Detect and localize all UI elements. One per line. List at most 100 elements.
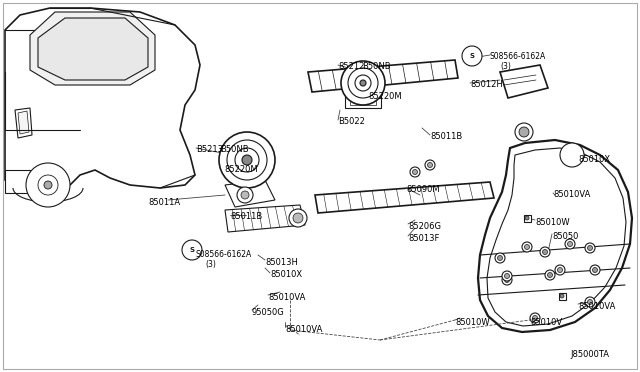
Circle shape bbox=[560, 143, 584, 167]
Circle shape bbox=[237, 187, 253, 203]
Polygon shape bbox=[15, 108, 32, 138]
Polygon shape bbox=[5, 8, 200, 193]
Circle shape bbox=[525, 216, 529, 220]
Circle shape bbox=[557, 267, 563, 273]
Text: J85000TA: J85000TA bbox=[570, 350, 609, 359]
Polygon shape bbox=[18, 111, 29, 134]
Circle shape bbox=[410, 167, 420, 177]
Circle shape bbox=[502, 271, 512, 281]
Circle shape bbox=[26, 163, 70, 207]
Polygon shape bbox=[38, 18, 148, 80]
Polygon shape bbox=[30, 12, 155, 85]
Text: 85010X: 85010X bbox=[270, 270, 302, 279]
Text: 85220M: 85220M bbox=[368, 92, 402, 101]
Text: B5022: B5022 bbox=[338, 117, 365, 126]
Polygon shape bbox=[487, 148, 626, 326]
Text: 85206G: 85206G bbox=[408, 222, 441, 231]
Circle shape bbox=[502, 275, 512, 285]
Circle shape bbox=[515, 123, 533, 141]
Circle shape bbox=[44, 181, 52, 189]
Text: S: S bbox=[189, 247, 195, 253]
Circle shape bbox=[182, 240, 202, 260]
Circle shape bbox=[588, 246, 593, 250]
Circle shape bbox=[341, 61, 385, 105]
Circle shape bbox=[525, 244, 529, 250]
Circle shape bbox=[227, 140, 267, 180]
Text: 95050G: 95050G bbox=[252, 308, 285, 317]
Circle shape bbox=[585, 243, 595, 253]
Text: 85010X: 85010X bbox=[578, 155, 610, 164]
Circle shape bbox=[588, 299, 593, 305]
Polygon shape bbox=[5, 170, 30, 193]
Circle shape bbox=[360, 80, 366, 86]
Circle shape bbox=[495, 253, 505, 263]
Circle shape bbox=[532, 315, 538, 321]
Circle shape bbox=[289, 209, 307, 227]
Text: S: S bbox=[470, 53, 474, 59]
Polygon shape bbox=[500, 65, 548, 98]
Polygon shape bbox=[225, 205, 305, 232]
Circle shape bbox=[348, 68, 378, 98]
Circle shape bbox=[425, 160, 435, 170]
Text: 85012H: 85012H bbox=[470, 80, 503, 89]
Circle shape bbox=[355, 75, 371, 91]
Text: 85050: 85050 bbox=[552, 232, 579, 241]
Circle shape bbox=[504, 273, 509, 279]
Circle shape bbox=[565, 239, 575, 249]
Text: 85010W: 85010W bbox=[535, 218, 570, 227]
Text: 85010W: 85010W bbox=[455, 318, 490, 327]
Text: 85010V: 85010V bbox=[530, 318, 562, 327]
Text: 85011A: 85011A bbox=[148, 198, 180, 207]
Circle shape bbox=[568, 241, 573, 247]
Polygon shape bbox=[478, 140, 632, 332]
Text: 85090M: 85090M bbox=[406, 185, 440, 194]
Text: S08566-6162A: S08566-6162A bbox=[196, 250, 252, 259]
Circle shape bbox=[235, 148, 259, 172]
Polygon shape bbox=[350, 96, 376, 105]
Circle shape bbox=[530, 313, 540, 323]
Circle shape bbox=[547, 273, 552, 278]
Bar bbox=[559, 293, 566, 300]
Circle shape bbox=[590, 265, 600, 275]
Polygon shape bbox=[315, 182, 494, 213]
Circle shape bbox=[565, 148, 579, 162]
Text: 85220M: 85220M bbox=[224, 165, 258, 174]
Text: S08566-6162A: S08566-6162A bbox=[490, 52, 547, 61]
Circle shape bbox=[519, 127, 529, 137]
Circle shape bbox=[462, 46, 482, 66]
Text: 85010VA: 85010VA bbox=[268, 293, 305, 302]
Circle shape bbox=[428, 163, 433, 167]
Polygon shape bbox=[225, 180, 275, 207]
Circle shape bbox=[522, 242, 532, 252]
Polygon shape bbox=[308, 60, 458, 92]
Text: 85010VA: 85010VA bbox=[285, 325, 323, 334]
Circle shape bbox=[543, 250, 547, 254]
Text: B5213: B5213 bbox=[196, 145, 223, 154]
Text: 85010VA: 85010VA bbox=[553, 190, 590, 199]
Circle shape bbox=[560, 294, 564, 298]
Circle shape bbox=[545, 270, 555, 280]
Circle shape bbox=[38, 175, 58, 195]
Text: B50NB: B50NB bbox=[220, 145, 248, 154]
Text: 85212: 85212 bbox=[338, 62, 364, 71]
Text: B50NB: B50NB bbox=[362, 62, 390, 71]
Circle shape bbox=[219, 132, 275, 188]
Text: 85013H: 85013H bbox=[265, 258, 298, 267]
Text: (3): (3) bbox=[500, 62, 511, 71]
Circle shape bbox=[293, 213, 303, 223]
Text: 85011B: 85011B bbox=[230, 212, 262, 221]
Circle shape bbox=[504, 278, 509, 282]
Circle shape bbox=[497, 256, 502, 260]
Text: 85011B: 85011B bbox=[430, 132, 462, 141]
Circle shape bbox=[241, 191, 249, 199]
Bar bbox=[524, 215, 531, 222]
Circle shape bbox=[242, 155, 252, 165]
Circle shape bbox=[540, 247, 550, 257]
Circle shape bbox=[585, 297, 595, 307]
Text: (3): (3) bbox=[205, 260, 216, 269]
Circle shape bbox=[593, 267, 598, 273]
Text: 85013F: 85013F bbox=[408, 234, 440, 243]
Circle shape bbox=[555, 265, 565, 275]
Polygon shape bbox=[345, 93, 381, 108]
Text: 85010VA: 85010VA bbox=[578, 302, 616, 311]
